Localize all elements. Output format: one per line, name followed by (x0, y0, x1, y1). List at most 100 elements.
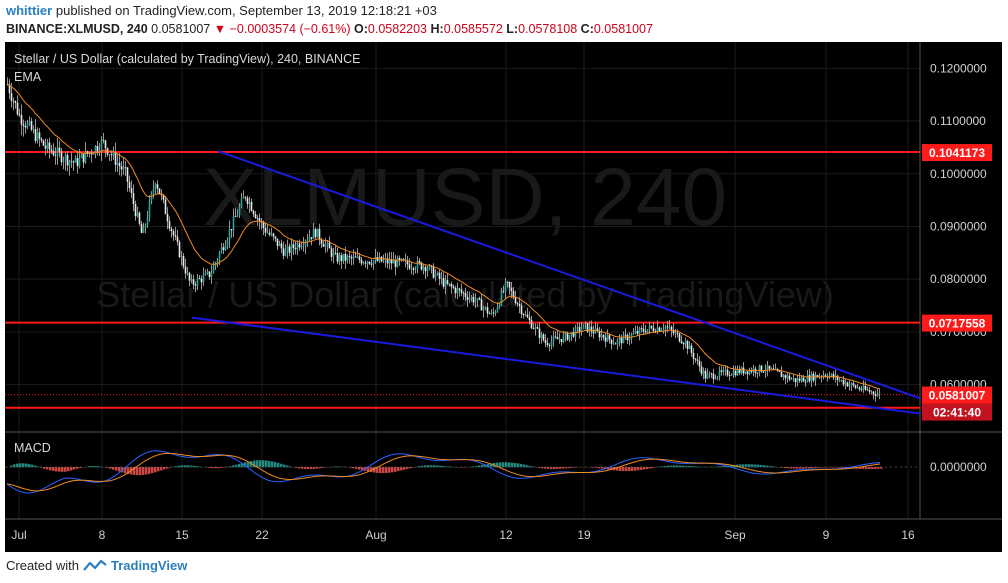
candle-body (52, 151, 55, 156)
candle-body (28, 121, 31, 124)
candle-body (810, 373, 813, 382)
candle-body (532, 328, 535, 330)
candle (338, 252, 341, 265)
candle-body (744, 371, 747, 374)
candle (58, 140, 61, 158)
candle-body (46, 142, 49, 149)
candle-body (724, 369, 727, 371)
candle-body (452, 286, 455, 288)
macd-hist-bar (247, 461, 250, 468)
candle (526, 307, 529, 319)
publish-text: published on TradingView.com, September … (55, 3, 437, 18)
candle-body (70, 160, 73, 162)
trendline[interactable] (217, 150, 921, 400)
chart-area[interactable]: XLMUSD, 240 Stellar / US Dollar (calcula… (5, 42, 1002, 552)
macd-hist-bar (472, 466, 475, 468)
candle-body (576, 326, 579, 328)
candle-body (506, 281, 509, 283)
candle-body (124, 167, 127, 169)
candle-body (712, 373, 715, 380)
macd-hist-bar (604, 467, 607, 470)
candle-body (580, 328, 583, 332)
candle-body (566, 333, 569, 340)
candle-body (246, 197, 249, 204)
candle-body (662, 329, 665, 331)
macd-hist-bar (298, 467, 301, 469)
macd-legend[interactable]: MACD (14, 441, 51, 455)
candle (412, 266, 415, 276)
trendline[interactable] (191, 316, 921, 415)
candle-body (604, 337, 607, 342)
candle (352, 249, 355, 265)
candle-body (642, 328, 645, 332)
macd-hist-bar (817, 467, 820, 468)
macd-hist-bar (799, 467, 802, 469)
watermark-symbol: XLMUSD, 240 (203, 152, 727, 243)
candle (212, 261, 215, 274)
candle (542, 332, 545, 342)
candle (528, 311, 531, 325)
candle-body (162, 195, 165, 200)
symbol-line: BINANCE:XLMUSD, 240 (6, 22, 148, 36)
macd-hist-bar (91, 465, 94, 468)
candle (548, 343, 551, 352)
candle (418, 257, 421, 266)
macd-hist-bar (805, 467, 808, 469)
candle-body (330, 248, 333, 257)
candle (396, 255, 399, 268)
candle (624, 328, 627, 341)
candle (444, 275, 447, 295)
candle (868, 386, 871, 394)
time-axis-labels: Jul 8 15 22 Aug 12 19 Sep 9 16 (11, 528, 915, 542)
trendlines[interactable] (191, 150, 921, 415)
candle (458, 287, 461, 297)
macd-hist-bar (142, 467, 145, 475)
macd-hist-bar (22, 463, 25, 468)
macd-hist-bar (64, 467, 67, 472)
candle (690, 343, 693, 357)
support-resistance-levels[interactable] (5, 151, 920, 409)
ema-legend[interactable]: EMA (14, 70, 42, 84)
candle-body (268, 232, 271, 235)
macd-hist-bar (391, 467, 394, 473)
candle-body (844, 382, 847, 385)
macd-hist-bar (565, 467, 568, 469)
macd-hist-bar (763, 465, 766, 468)
macd-hist-bar (406, 467, 409, 469)
candle (712, 368, 715, 384)
macd-hist-bar (841, 467, 844, 468)
candle (530, 315, 533, 330)
candle (184, 258, 187, 279)
chart-svg[interactable]: XLMUSD, 240 Stellar / US Dollar (calcula… (5, 42, 1002, 552)
macd-hist-bar (559, 467, 562, 469)
macd-hist-bar (250, 460, 253, 468)
tradingview-brand-link[interactable]: TradingView (110, 558, 188, 573)
candle (482, 305, 485, 318)
candle (372, 259, 375, 270)
candle (684, 337, 687, 348)
author-link[interactable]: whittier (6, 3, 53, 18)
candle-body (334, 252, 337, 254)
candle (632, 327, 635, 336)
macd-hist-bar (478, 465, 481, 468)
candle (628, 332, 631, 346)
macd-hist-bar (397, 467, 400, 472)
last-price-badge: 0.0581007 (922, 386, 992, 404)
candle-body (34, 129, 37, 141)
candle-body (10, 93, 13, 101)
candle-body (344, 253, 347, 261)
candle (110, 150, 113, 161)
time-tick-label: Jul (11, 528, 26, 542)
candle (770, 367, 773, 370)
macd-hist-bar (871, 467, 874, 470)
candle-body (526, 314, 529, 318)
macd-hist-bar (337, 466, 340, 468)
candle (208, 271, 211, 280)
macd-hist-bar (367, 467, 370, 472)
candle-body (464, 293, 467, 297)
candle (652, 321, 655, 334)
macd-hist-bar (490, 463, 493, 468)
candle-body (770, 368, 773, 370)
candle-body (200, 278, 203, 283)
candle-body (36, 132, 39, 141)
